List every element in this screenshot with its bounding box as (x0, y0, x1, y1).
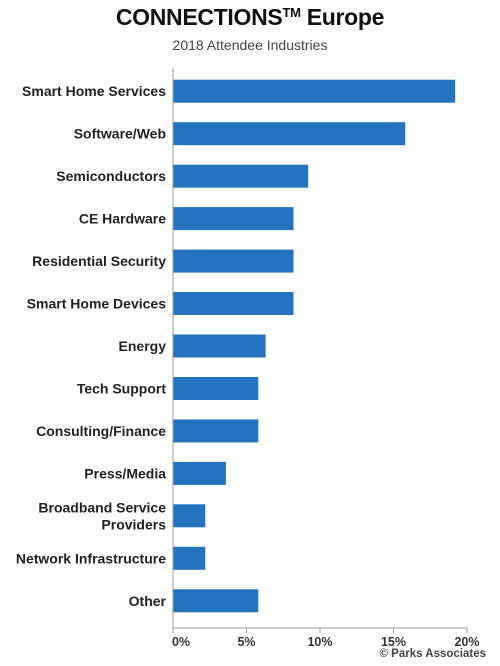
category-label-line: CE Hardware (79, 211, 166, 227)
bar (173, 207, 294, 231)
category-label-line: Tech Support (77, 381, 167, 397)
category-label: Software/Web (74, 126, 166, 142)
category-label: Energy (119, 338, 167, 354)
bar (173, 334, 266, 358)
x-tick-label: 0% (172, 635, 190, 649)
x-tick-label: 15% (381, 635, 406, 649)
category-label-line: Consulting/Finance (36, 423, 166, 439)
x-tick-label: 10% (307, 635, 332, 649)
category-label-line: Residential Security (32, 253, 166, 269)
bar (173, 504, 206, 528)
category-label-line: Network Infrastructure (16, 550, 166, 566)
category-label-line: Other (129, 593, 167, 609)
source-credit: © Parks Associates (379, 648, 487, 660)
category-label: Semiconductors (56, 168, 166, 184)
category-label-line: Semiconductors (56, 168, 166, 184)
category-label-line: Press/Media (84, 465, 166, 481)
x-tick-label: 20% (454, 635, 479, 649)
bar (173, 546, 206, 570)
title-suffix: Europe (306, 4, 385, 30)
bar (173, 589, 259, 613)
category-label: Smart Home Services (22, 83, 166, 99)
bar (173, 419, 259, 443)
category-label-line: Energy (119, 338, 167, 354)
title-trademark: TM (282, 5, 301, 20)
chart-subtitle: 2018 Attendee Industries (172, 37, 328, 53)
bar (173, 122, 406, 146)
category-label: Tech Support (77, 381, 167, 397)
category-label-line: Software/Web (74, 126, 166, 142)
category-label: Press/Media (84, 465, 166, 481)
category-label-line: Smart Home Devices (27, 296, 167, 312)
category-label-line: Providers (101, 516, 166, 532)
bar (173, 292, 294, 315)
chart-title: CONNECTIONSTM Europe (0, 4, 500, 31)
category-label: Residential Security (32, 253, 166, 269)
category-label: Smart Home Devices (27, 296, 167, 312)
bar (173, 164, 309, 188)
bar (173, 79, 456, 103)
bar (173, 377, 259, 400)
bar (173, 461, 226, 485)
category-label-line: Broadband Service (38, 499, 166, 515)
category-label: CE Hardware (79, 211, 166, 227)
category-label: Broadband Service Providers (38, 499, 166, 532)
category-label: Network Infrastructure (16, 550, 166, 566)
category-label-line: Smart Home Services (22, 83, 166, 99)
bar (173, 249, 294, 273)
title-text: CONNECTIONS (115, 4, 283, 30)
x-tick-label: 5% (237, 635, 255, 649)
category-label: Other (129, 593, 167, 609)
category-label: Consulting/Finance (36, 423, 166, 439)
